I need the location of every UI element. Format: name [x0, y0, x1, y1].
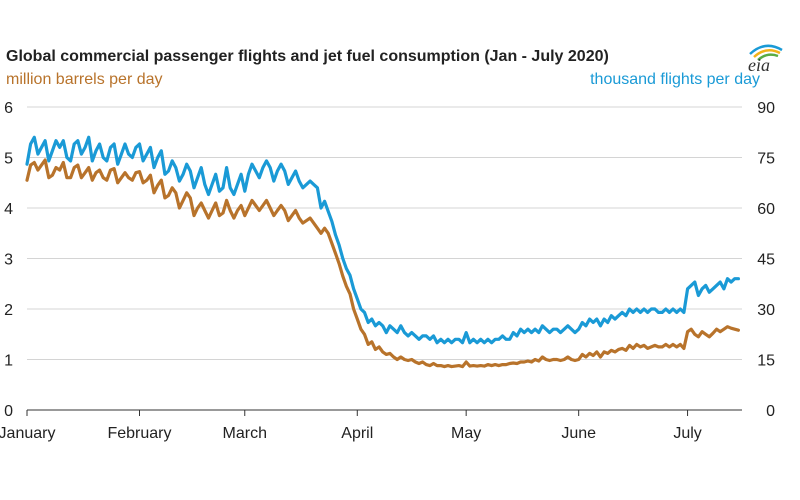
right-axis-tick-label: 60: [757, 201, 775, 218]
left-axis-tick-label: 2: [4, 302, 13, 319]
x-axis-ticks: January February March April May June July: [0, 410, 702, 442]
left-axis-tick-label: 3: [4, 252, 13, 269]
left-axis-tick-label: 6: [4, 100, 13, 117]
left-axis-tick-label: 5: [4, 151, 13, 168]
x-axis-tick-label: April: [341, 425, 373, 442]
right-axis-ticks: 0 15 30 45 60 75 90: [757, 100, 775, 420]
gridlines: [27, 106, 742, 360]
x-axis-tick-label: February: [107, 425, 171, 442]
right-axis-tick-label: 90: [757, 100, 775, 117]
x-axis-tick-label: May: [451, 425, 481, 442]
eia-logo-arc-blue: [749, 44, 783, 55]
left-axis-ticks: 0 1 2 3 4 5 6: [4, 100, 13, 420]
right-axis-tick-label: 30: [757, 302, 775, 319]
right-axis-tick-label: 75: [757, 151, 775, 168]
left-axis-tick-label: 4: [4, 201, 13, 218]
flights-series-line: [25, 135, 740, 345]
left-axis-tick-label: 0: [4, 403, 13, 420]
x-axis-tick-label: March: [223, 425, 267, 442]
jet-fuel-series-line: [25, 158, 740, 369]
chart-title: Global commercial passenger flights and …: [6, 48, 609, 65]
eia-logo-arc-green: [757, 53, 779, 61]
eia-logo-arc-yellow: [753, 49, 781, 58]
right-axis-tick-label: 15: [757, 353, 775, 370]
eia-logo: eia: [748, 44, 783, 74]
x-axis-tick-label: January: [0, 425, 55, 442]
series-group: [25, 135, 740, 369]
left-axis-unit-label: million barrels per day: [6, 71, 163, 88]
right-axis-tick-label: 45: [757, 252, 775, 269]
x-axis-tick-label: June: [561, 425, 596, 442]
eia-logo-text: eia: [748, 55, 770, 74]
right-axis-tick-label: 0: [766, 403, 775, 420]
right-axis-unit-label: thousand flights per day: [590, 71, 760, 88]
x-axis-tick-label: July: [673, 425, 701, 442]
left-axis-tick-label: 1: [4, 353, 13, 370]
